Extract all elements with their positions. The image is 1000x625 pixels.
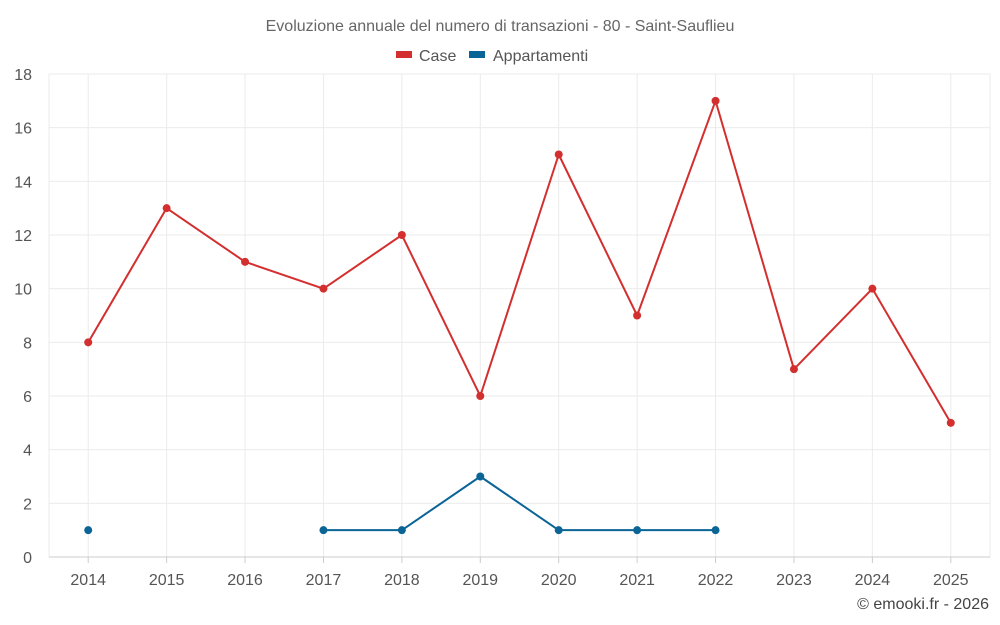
y-tick-label: 8 (23, 335, 32, 352)
data-point-case[interactable] (241, 257, 250, 266)
y-tick-label: 0 (23, 550, 32, 567)
y-tick-label: 12 (14, 228, 32, 245)
x-tick-label: 2014 (70, 572, 106, 589)
legend-swatch-appartamenti (469, 51, 485, 58)
x-tick-label: 2024 (855, 572, 891, 589)
data-point-case[interactable] (789, 365, 798, 374)
data-point-case[interactable] (868, 284, 877, 293)
y-axis: 0 2 4 6 8 10 12 14 16 18 (14, 67, 32, 567)
x-tick-label: 2015 (149, 572, 185, 589)
data-point-case[interactable] (476, 392, 485, 400)
data-point-case[interactable] (554, 150, 563, 159)
data-point-case[interactable] (397, 231, 406, 239)
chart-title: Evoluzione annuale del numero di transaz… (266, 18, 735, 35)
gridlines (48, 73, 991, 557)
data-point-appartamenti[interactable] (711, 526, 720, 535)
x-tick-label: 2025 (933, 572, 969, 589)
y-tick-label: 2 (23, 496, 32, 513)
data-point-appartamenti[interactable] (633, 526, 642, 535)
x-tick-label: 2018 (384, 572, 420, 589)
x-tick-label: 2023 (776, 572, 812, 589)
data-point-appartamenti[interactable] (476, 472, 485, 481)
data-point-case[interactable] (162, 204, 171, 213)
legend-swatch-case (396, 51, 412, 58)
data-point-case[interactable] (84, 338, 93, 347)
x-axis: 2014 2015 2016 2017 2018 2019 2020 2021 2022 2023… (49, 556, 990, 589)
legend-label-case: Case (419, 48, 456, 65)
legend-item-appartamenti[interactable]: Appartamenti (469, 48, 588, 65)
credit-text: © emooki.fr - 2026 (857, 596, 989, 613)
data-point-appartamenti[interactable] (319, 526, 328, 535)
data-point-case[interactable] (633, 311, 642, 320)
y-tick-label: 18 (14, 67, 32, 84)
data-point-case[interactable] (319, 284, 328, 293)
x-tick-label: 2017 (306, 572, 342, 589)
series-line-case (87, 99, 952, 424)
series-layer (84, 96, 955, 535)
y-tick-label: 4 (23, 443, 32, 460)
data-point-appartamenti[interactable] (554, 526, 563, 535)
y-tick-label: 6 (23, 389, 32, 406)
x-tick-label: 2021 (619, 572, 655, 589)
legend: Case Appartamenti (396, 48, 588, 65)
x-tick-label: 2020 (541, 572, 577, 589)
x-tick-label: 2016 (227, 572, 263, 589)
y-tick-label: 10 (14, 282, 32, 299)
data-point-appartamenti[interactable] (84, 526, 93, 535)
legend-item-case[interactable]: Case (396, 48, 456, 65)
data-point-case[interactable] (711, 96, 720, 105)
x-tick-label: 2022 (698, 572, 734, 589)
data-point-case[interactable] (946, 418, 955, 427)
y-tick-label: 16 (14, 121, 32, 138)
data-point-appartamenti[interactable] (397, 526, 406, 535)
legend-label-appartamenti: Appartamenti (493, 48, 588, 65)
series-line-appartamenti (323, 475, 716, 532)
x-tick-label: 2019 (462, 572, 498, 589)
y-tick-label: 14 (14, 174, 32, 191)
